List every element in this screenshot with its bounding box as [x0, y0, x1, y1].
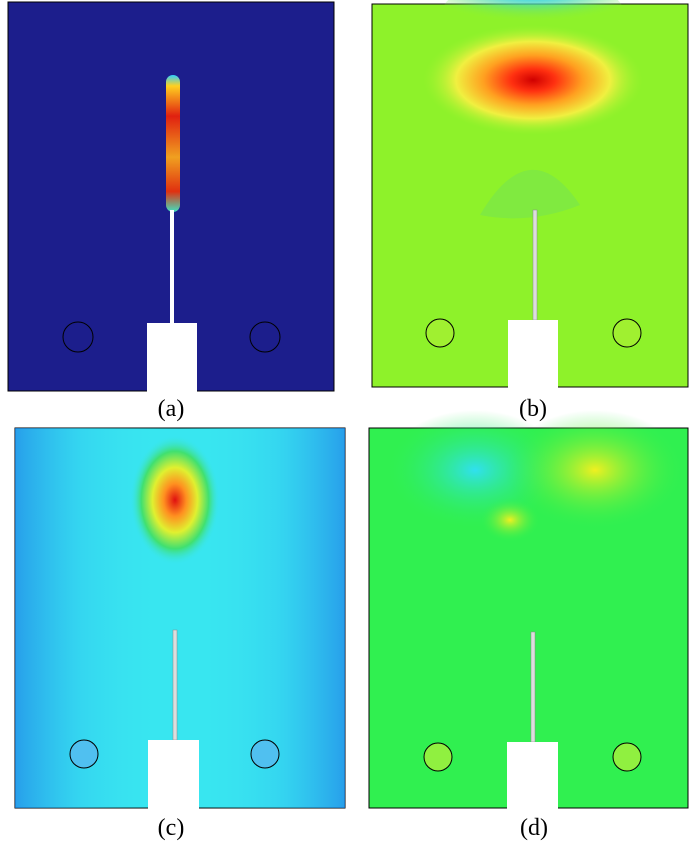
rod [172, 629, 178, 741]
rod [530, 631, 536, 743]
rod [532, 209, 538, 321]
circle [249, 321, 281, 353]
notch [508, 320, 558, 388]
panel-label: (b) [519, 396, 547, 422]
yellow-zone [480, 498, 540, 542]
notch [148, 740, 199, 809]
circle [423, 742, 453, 772]
circle [612, 318, 642, 348]
circle [425, 318, 455, 348]
notch [507, 742, 558, 809]
panel-label: (c) [158, 815, 185, 841]
circle [250, 739, 280, 769]
panel-a: (a) [7, 1, 335, 422]
hot-zone [130, 435, 220, 565]
plume [166, 75, 180, 212]
panel-c: (c) [14, 427, 346, 841]
circle [69, 739, 99, 769]
wake [480, 169, 580, 219]
rod [170, 210, 174, 323]
panel-label: (a) [158, 396, 185, 422]
circle [612, 742, 642, 772]
panel-b: (b) [371, 0, 689, 422]
yellow-zone [505, 410, 685, 530]
panel-d: (d) [368, 410, 689, 841]
panel-label: (d) [520, 815, 548, 841]
hot-zone [423, 25, 643, 135]
circle [62, 321, 94, 353]
notch [147, 323, 197, 392]
